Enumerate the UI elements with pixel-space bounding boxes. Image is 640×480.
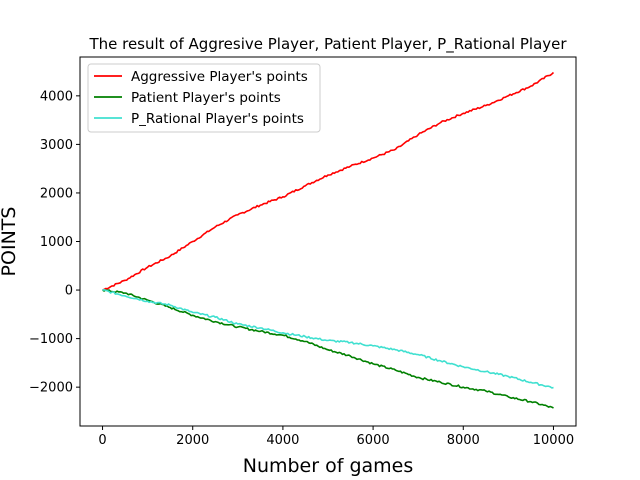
legend-entry: Aggressive Player's points xyxy=(131,69,308,85)
x-tick-label: 4000 xyxy=(266,433,299,448)
x-axis-ticks: 0 2000 4000 6000 8000 10000 xyxy=(98,426,574,448)
x-axis-label: Number of games xyxy=(243,455,414,477)
series-line-2 xyxy=(102,289,554,409)
x-tick-label: 6000 xyxy=(357,433,390,448)
y-tick-label: 1000 xyxy=(40,235,73,250)
y-axis-label: POINTS xyxy=(0,207,20,277)
legend: Aggressive Player's points Patient Player… xyxy=(87,63,321,133)
x-tick-label: 10000 xyxy=(533,433,574,448)
y-tick-label: −1000 xyxy=(29,332,73,347)
y-tick-label: 3000 xyxy=(40,138,73,153)
legend-entry: Patient Player's points xyxy=(131,90,281,106)
legend-box xyxy=(87,63,321,133)
x-tick-label: 8000 xyxy=(447,433,480,448)
series-line-1 xyxy=(102,71,555,291)
y-tick-label: 0 xyxy=(65,284,73,299)
series-line-3 xyxy=(102,289,554,389)
y-tick-label: −2000 xyxy=(29,381,73,396)
x-tick-label: 0 xyxy=(98,433,106,448)
x-tick-label: 2000 xyxy=(176,433,209,448)
y-axis-ticks: −2000 −1000 0 1000 2000 3000 4000 xyxy=(29,89,80,396)
y-tick-label: 2000 xyxy=(40,186,73,201)
chart-title: The result of Aggresive Player, Patient … xyxy=(88,35,567,54)
series-layer xyxy=(102,71,555,409)
legend-entry: P_Rational Player's points xyxy=(131,111,304,127)
y-tick-label: 4000 xyxy=(40,89,73,104)
